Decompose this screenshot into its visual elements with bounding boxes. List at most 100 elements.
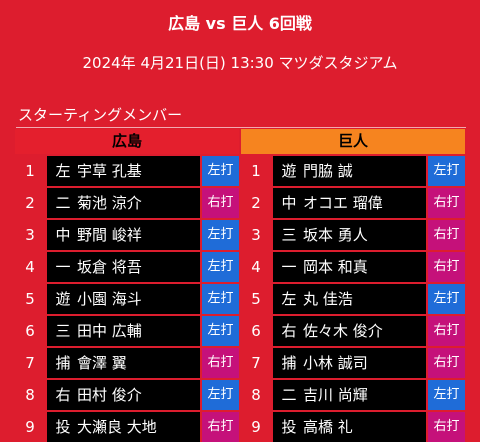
lineup-row: 6 右佐々木 俊介 右打: [241, 316, 465, 346]
position: 右: [55, 386, 71, 404]
position: 遊: [55, 290, 71, 308]
position: 遊: [281, 162, 297, 180]
batting-side-badge: 右打: [428, 220, 465, 250]
player-name: 野間 峻祥: [77, 226, 142, 244]
player-cell: 投大瀬良 大地: [47, 412, 200, 442]
player-name: 高橋 礼: [303, 418, 353, 436]
batting-order: 8: [25, 386, 35, 404]
player-cell: 遊門脇 誠: [273, 156, 426, 186]
batting-side-badge: 左打: [202, 252, 239, 282]
player-name: 坂倉 将吾: [77, 258, 142, 276]
player-cell: 左宇草 孔基: [47, 156, 200, 186]
player-cell: 中野間 峻祥: [47, 220, 200, 250]
player-name: 田中 広輔: [77, 322, 142, 340]
lineup-row: 9 投大瀬良 大地 右打: [15, 412, 239, 442]
position: 捕: [55, 354, 71, 372]
player-name: 田村 俊介: [77, 386, 142, 404]
player-name: 宇草 孔基: [77, 162, 142, 180]
position: 左: [281, 290, 297, 308]
player-cell: 遊小園 海斗: [47, 284, 200, 314]
player-cell: 一坂倉 将吾: [47, 252, 200, 282]
batting-side-badge: 右打: [202, 188, 239, 218]
position: 二: [55, 194, 71, 212]
batting-order: 5: [251, 290, 261, 308]
batting-side-badge: 右打: [428, 316, 465, 346]
player-cell: 二吉川 尚輝: [273, 380, 426, 410]
batting-order: 2: [25, 194, 35, 212]
player-cell: 投高橋 礼: [273, 412, 426, 442]
position: 三: [281, 226, 297, 244]
player-name: 丸 佳浩: [303, 290, 353, 308]
batting-order: 6: [25, 322, 35, 340]
batting-side-badge: 左打: [202, 220, 239, 250]
lineup-row: 8 右田村 俊介 左打: [15, 380, 239, 410]
game-date-venue: 2024年 4月21日(日) 13:30 マツダスタジアム: [82, 54, 398, 72]
batting-order: 8: [251, 386, 261, 404]
batting-side-badge: 右打: [428, 252, 465, 282]
lineup-row: 9 投高橋 礼右打: [241, 412, 465, 442]
player-cell: 右田村 俊介: [47, 380, 200, 410]
position: 投: [55, 418, 71, 436]
batting-side-badge: 右打: [428, 412, 465, 442]
batting-side-badge: 左打: [202, 316, 239, 346]
lineup-row: 1 左宇草 孔基 左打: [15, 156, 239, 186]
batting-order: 7: [251, 354, 261, 372]
batting-order: 4: [251, 258, 261, 276]
batting-side-badge: 左打: [428, 380, 465, 410]
lineup-row: 7 捕會澤 翼右打: [15, 348, 239, 378]
player-cell: 中オコエ 瑠偉: [273, 188, 426, 218]
batting-order: 7: [25, 354, 35, 372]
batting-side-badge: 右打: [428, 348, 465, 378]
lineup-row: 2 中オコエ 瑠偉 右打: [241, 188, 465, 218]
player-name: 小林 誠司: [303, 354, 368, 372]
batting-side-badge: 右打: [202, 412, 239, 442]
player-name: 菊池 涼介: [77, 194, 142, 212]
batting-side-badge: 左打: [202, 380, 239, 410]
position: 左: [55, 162, 71, 180]
player-cell: 左丸 佳浩: [273, 284, 426, 314]
home-lineup: 広島 1 左宇草 孔基 左打 2 二菊池 涼介 右打 3 中野間 峻祥 左打 4 一坂倉 将吾 左打 5…: [15, 129, 239, 442]
position: 中: [55, 226, 71, 244]
player-cell: 捕會澤 翼: [47, 348, 200, 378]
away-lineup: 巨人 1 遊門脇 誠左打 2 中オコエ 瑠偉 右打 3 三坂本 勇人 右打 4 一岡本 和真 右打 5…: [241, 129, 465, 442]
team-header-home: 広島: [15, 129, 239, 154]
lineup-row: 3 中野間 峻祥 左打: [15, 220, 239, 250]
player-name: 佐々木 俊介: [303, 322, 383, 340]
position: 捕: [281, 354, 297, 372]
lineup-row: 6 三田中 広輔 左打: [15, 316, 239, 346]
lineup-row: 8 二吉川 尚輝 左打: [241, 380, 465, 410]
batting-order: 2: [251, 194, 261, 212]
lineup-row: 5 遊小園 海斗 左打: [15, 284, 239, 314]
position: 投: [281, 418, 297, 436]
batting-order: 1: [251, 162, 261, 180]
batting-side-badge: 左打: [428, 284, 465, 314]
player-name: オコエ 瑠偉: [303, 194, 383, 212]
player-cell: 二菊池 涼介: [47, 188, 200, 218]
player-name: 大瀬良 大地: [77, 418, 157, 436]
position: 二: [281, 386, 297, 404]
player-name: 坂本 勇人: [303, 226, 368, 244]
batting-side-badge: 左打: [202, 284, 239, 314]
player-cell: 捕小林 誠司: [273, 348, 426, 378]
batting-order: 6: [251, 322, 261, 340]
batting-order: 9: [25, 418, 35, 436]
player-name: 門脇 誠: [303, 162, 353, 180]
player-name: 小園 海斗: [77, 290, 142, 308]
batting-side-badge: 左打: [202, 156, 239, 186]
player-cell: 三坂本 勇人: [273, 220, 426, 250]
lineup-row: 2 二菊池 涼介 右打: [15, 188, 239, 218]
team-header-away: 巨人: [241, 129, 465, 154]
section-label: スターティングメンバー: [18, 106, 183, 124]
lineup-row: 3 三坂本 勇人 右打: [241, 220, 465, 250]
position: 一: [281, 258, 297, 276]
batting-side-badge: 左打: [428, 156, 465, 186]
position: 中: [281, 194, 297, 212]
player-name: 吉川 尚輝: [303, 386, 368, 404]
player-cell: 三田中 広輔: [47, 316, 200, 346]
section-divider: [16, 127, 466, 128]
lineup-row: 1 遊門脇 誠左打: [241, 156, 465, 186]
lineup-row: 4 一坂倉 将吾 左打: [15, 252, 239, 282]
player-name: 會澤 翼: [77, 354, 127, 372]
batting-order: 9: [251, 418, 261, 436]
